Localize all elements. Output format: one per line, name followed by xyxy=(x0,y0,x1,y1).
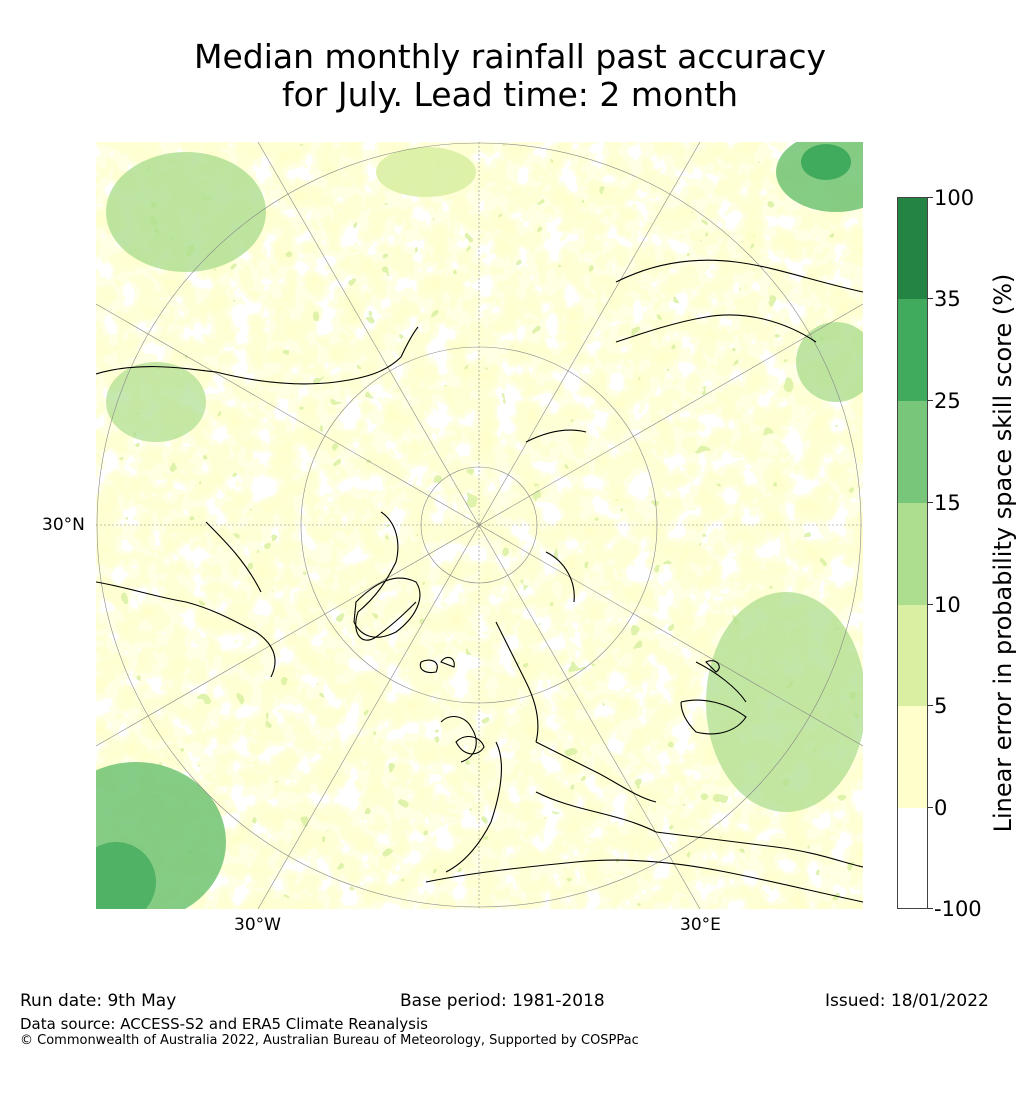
colorbar-tickmark xyxy=(928,908,933,909)
colorbar-segment-25-35 xyxy=(898,299,927,401)
map-canvas xyxy=(96,142,863,909)
colorbar-tick-label: 15 xyxy=(934,491,961,515)
base-period: Base period: 1981-2018 xyxy=(400,991,605,1011)
coastlines xyxy=(96,259,863,903)
title-line-2: for July. Lead time: 2 month xyxy=(281,75,738,114)
run-date: Run date: 9th May xyxy=(20,991,177,1011)
colorbar xyxy=(897,197,928,909)
graticule xyxy=(96,142,863,909)
lat-label-30n: 30°N xyxy=(42,515,85,535)
colorbar-segment-10-15 xyxy=(898,503,927,605)
colorbar-tickmark xyxy=(928,400,933,401)
colorbar-tick-label: 5 xyxy=(934,694,948,718)
colorbar-label: Linear error in probability space skill … xyxy=(989,273,1017,833)
polar-map xyxy=(96,142,863,909)
colorbar-tickmark xyxy=(928,604,933,605)
colorbar-tick-label: 35 xyxy=(934,287,961,311)
colorbar-tickmark xyxy=(928,807,933,808)
colorbar-segment-35-100 xyxy=(898,198,927,299)
issued-date: Issued: 18/01/2022 xyxy=(825,991,989,1011)
colorbar-tickmark xyxy=(928,197,933,198)
colorbar-tickmark xyxy=(928,298,933,299)
data-source: Data source: ACCESS-S2 and ERA5 Climate … xyxy=(20,1015,428,1033)
chart-title: Median monthly rainfall past accuracy fo… xyxy=(0,38,1020,114)
colorbar-tick-label: 10 xyxy=(934,593,961,617)
colorbar-tickmark xyxy=(928,502,933,503)
islands xyxy=(353,577,720,755)
colorbar-segment-neg100-0 xyxy=(898,808,927,908)
colorbar-tick-label: -100 xyxy=(934,897,982,921)
colorbar-segment-15-25 xyxy=(898,401,927,503)
copyright: © Commonwealth of Australia 2022, Austra… xyxy=(20,1033,639,1048)
lon-label-30e: 30°E xyxy=(680,915,721,935)
colorbar-tick-label: 100 xyxy=(934,186,975,210)
title-line-1: Median monthly rainfall past accuracy xyxy=(193,37,827,76)
colorbar-tickmark xyxy=(928,705,933,706)
colorbar-segment-5-10 xyxy=(898,605,927,706)
colorbar-tick-label: 0 xyxy=(934,796,948,820)
colorbar-tick-label: 25 xyxy=(934,389,961,413)
skill-patches xyxy=(96,142,863,909)
colorbar-segment-0-5 xyxy=(898,706,927,808)
lon-label-30w: 30°W xyxy=(234,915,281,935)
